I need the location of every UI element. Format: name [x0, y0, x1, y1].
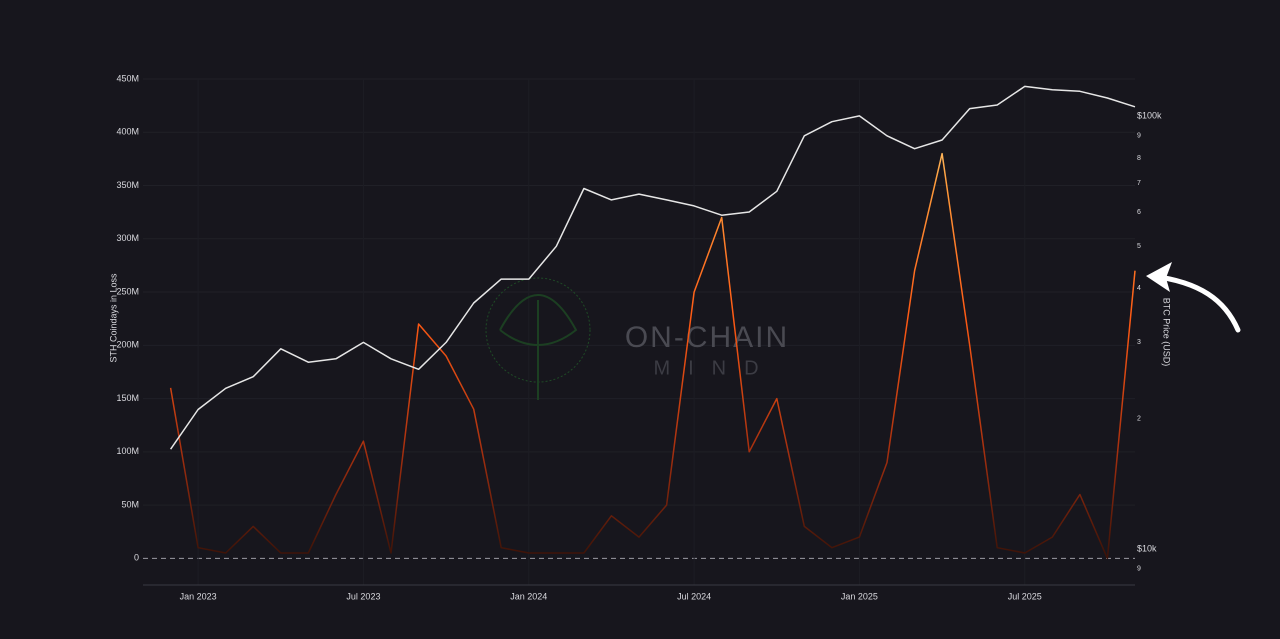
- y-tick-label: 200M: [116, 340, 139, 350]
- x-tick-label: Jan 2024: [510, 591, 547, 601]
- y2-tick-label: 4: [1137, 285, 1141, 292]
- annotation-arrow: [1149, 273, 1241, 333]
- y2-tick-label: 2: [1137, 416, 1141, 423]
- x-tick-label: Jan 2025: [841, 591, 878, 601]
- y2-tick-label: 8: [1137, 155, 1141, 162]
- y-tick-label: 150M: [116, 393, 139, 403]
- x-tick-label: Jan 2023: [180, 591, 217, 601]
- price-line: [169, 85, 1136, 450]
- annotation-arrowhead: [1146, 262, 1172, 292]
- y-tick-label: 300M: [116, 233, 139, 243]
- watermark-text: ON-CHAIN: [625, 321, 789, 354]
- y2-tick-label: 6: [1137, 209, 1141, 216]
- y-tick-label: 50M: [121, 499, 139, 509]
- x-tick-label: Jul 2023: [346, 591, 380, 601]
- y-tick-label: 0: [134, 553, 139, 563]
- y-tick-label: 400M: [116, 127, 139, 137]
- coindays-line: [169, 152, 1136, 560]
- watermark-subtext: MIND: [653, 357, 776, 379]
- watermark: ON-CHAIN MIND: [485, 277, 789, 400]
- x-tick-label: Jul 2025: [1008, 591, 1042, 601]
- y2-tick-label: 3: [1137, 339, 1141, 346]
- y-tick-label: 350M: [116, 180, 139, 190]
- y-tick-label: 100M: [116, 446, 139, 456]
- y2-tick-label: 5: [1137, 243, 1141, 250]
- y2-tick-label: 9: [1137, 566, 1141, 573]
- y2-axis-label: BTC Price (USD): [1162, 298, 1172, 367]
- y-axis-label: STH Coindays in Loss: [108, 273, 118, 363]
- y2-tick-label: $10k: [1137, 543, 1157, 553]
- y2-tick-label: $100k: [1137, 110, 1162, 120]
- y-tick-label: 450M: [116, 73, 139, 83]
- x-tick-label: Jul 2024: [677, 591, 711, 601]
- y-tick-label: 250M: [116, 286, 139, 296]
- y2-tick-label: 7: [1137, 180, 1141, 187]
- y2-tick-label: 9: [1137, 133, 1141, 140]
